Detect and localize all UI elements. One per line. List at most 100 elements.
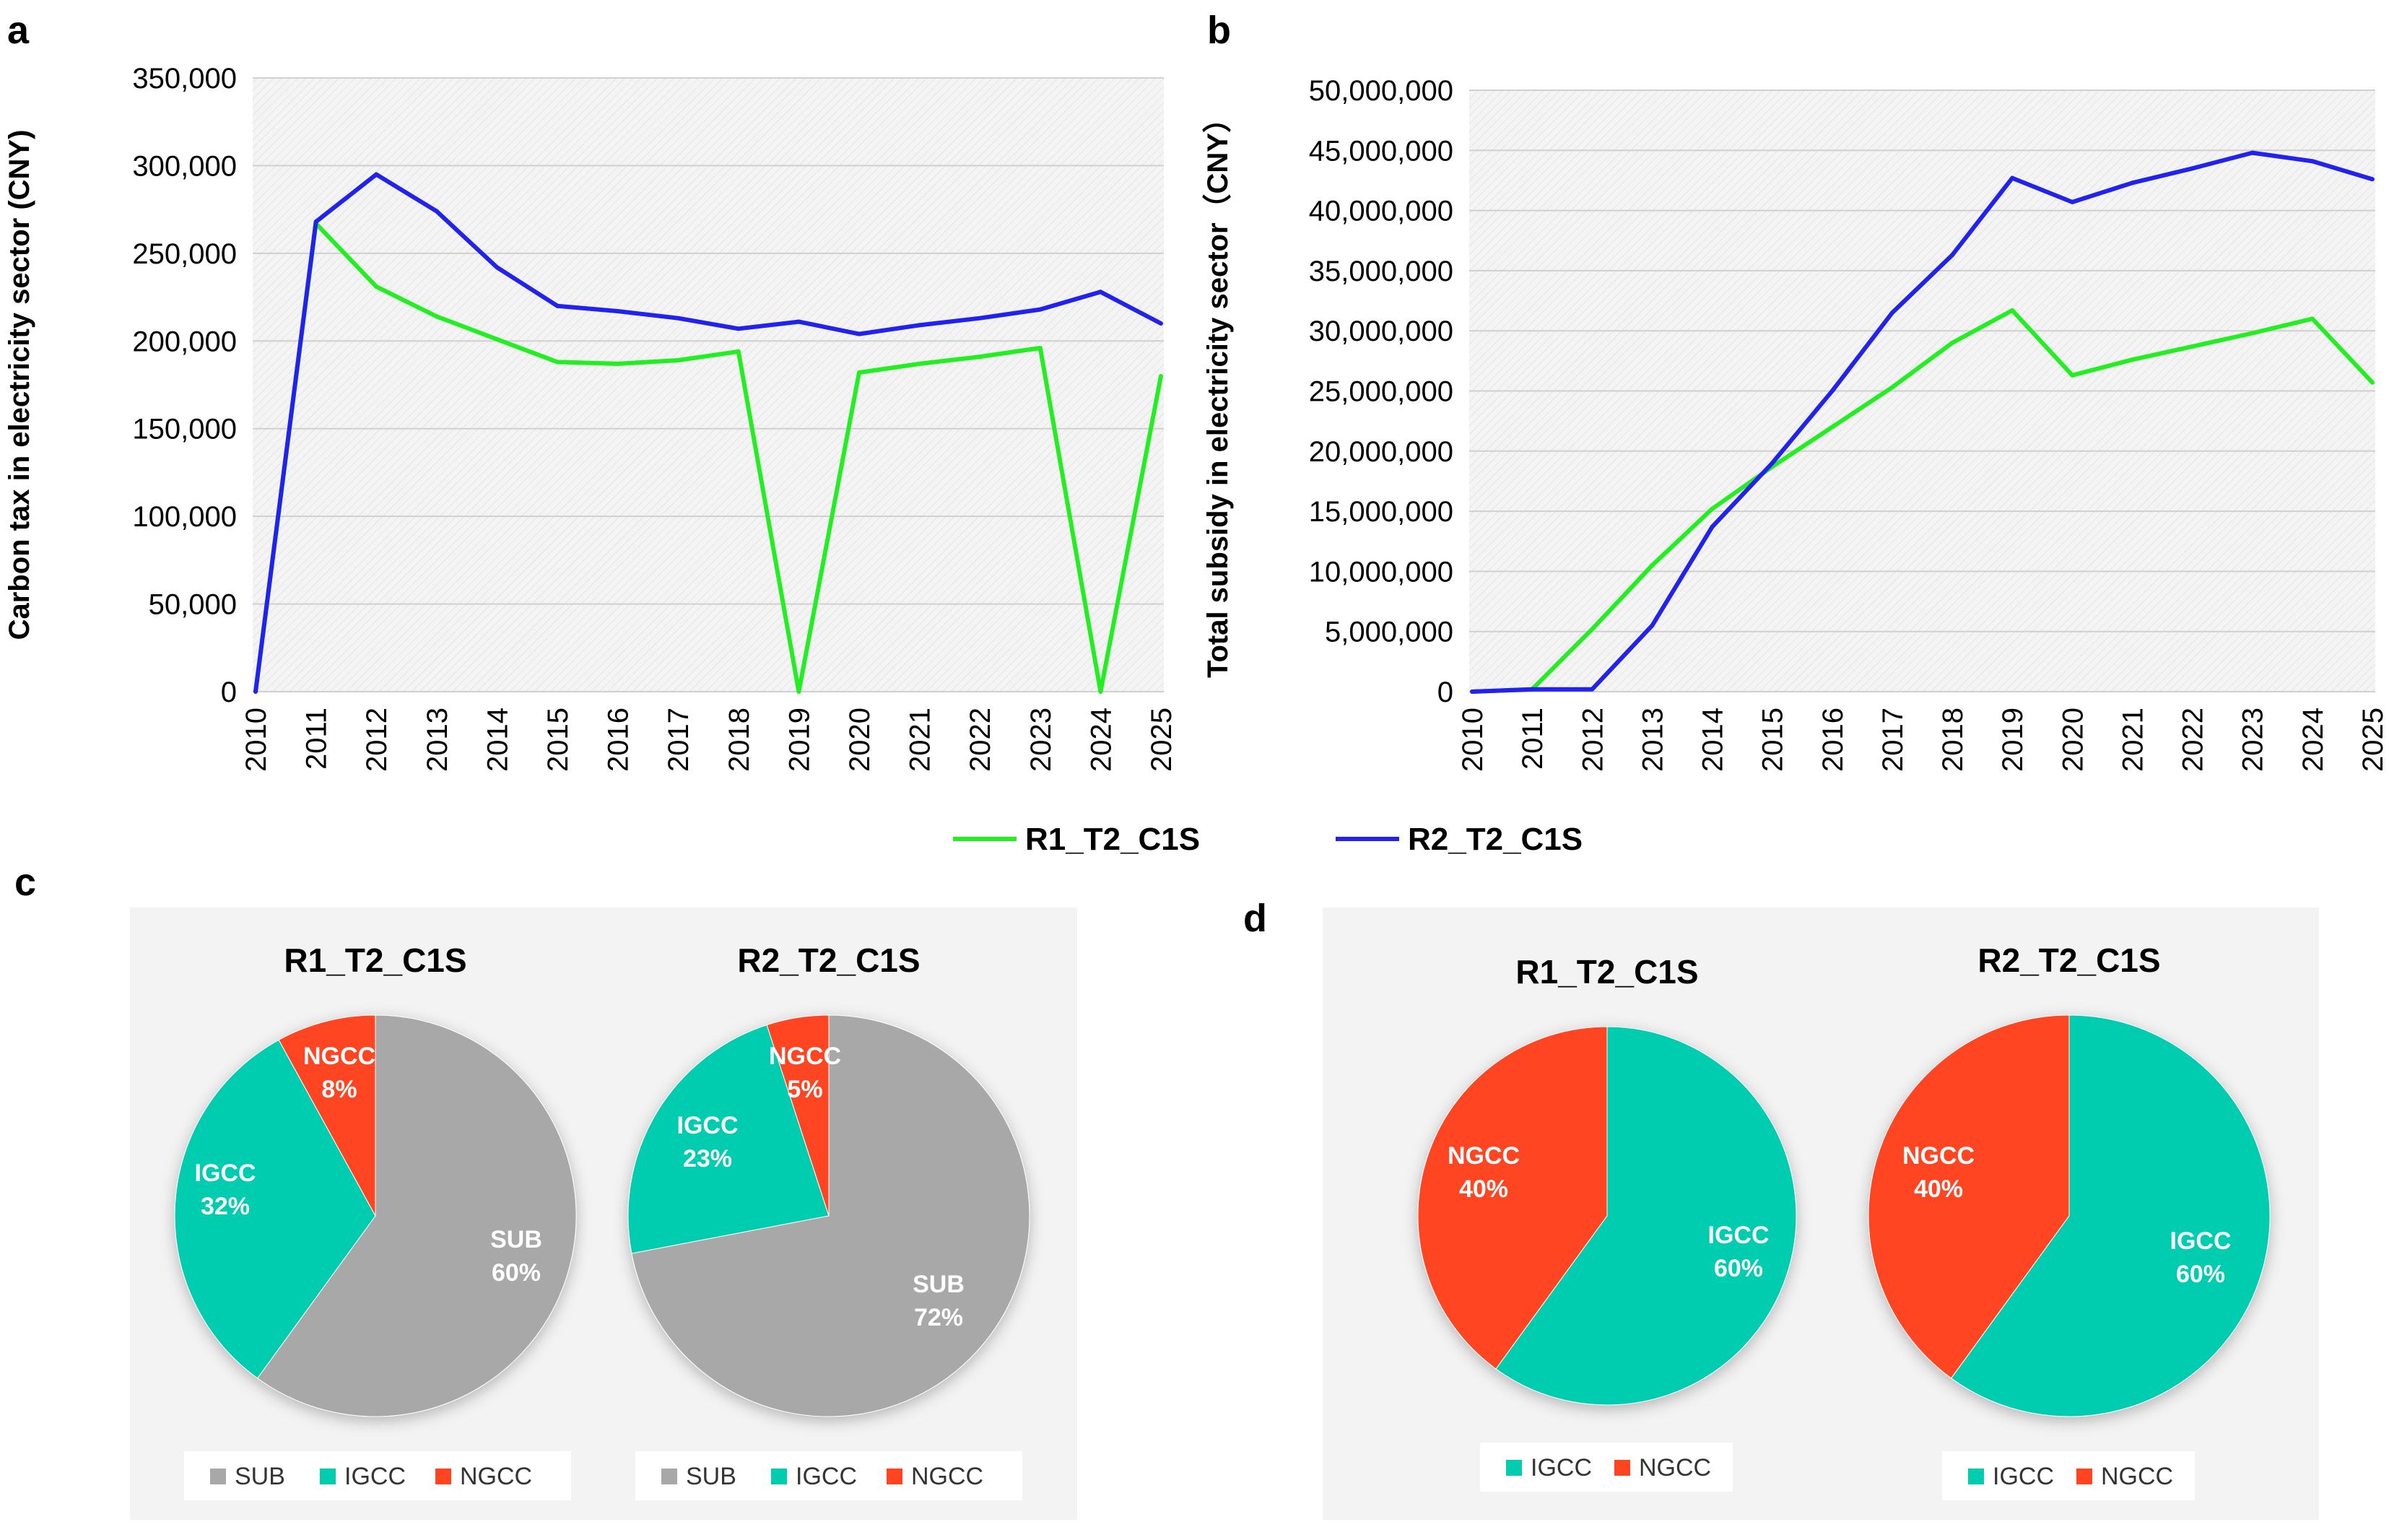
legend-swatch-IGCC (1506, 1460, 1522, 1476)
slice-pct-NGCC: 40% (1459, 1175, 1508, 1203)
data-point-R2_T2_C1S (1037, 307, 1043, 312)
legend-label-NGCC: NGCC (911, 1463, 983, 1490)
y-tick-label: 0 (221, 677, 237, 708)
x-tick-label: 2012 (1577, 708, 1609, 772)
x-tick-label: 2011 (1517, 708, 1549, 770)
data-point-R1_T2_C1S (917, 361, 922, 366)
slice-label-SUB: SUB (490, 1226, 542, 1253)
panel-letter-a: a (7, 9, 30, 52)
data-point-R2_T2_C1S (615, 309, 620, 313)
x-tick-label: 2015 (542, 708, 574, 772)
pie-slice-SUB (256, 1014, 577, 1417)
data-point-R2_T2_C1S (676, 316, 681, 321)
x-tick-label: 2010 (1457, 708, 1489, 772)
data-point-R2_T2_C1S (1829, 388, 1835, 393)
data-point-R2_T2_C1S (555, 303, 560, 308)
pie-group (1417, 1026, 1797, 1406)
x-tick-label: 2023 (1025, 708, 1057, 772)
pie-slice-NGCC (1417, 1026, 1608, 1370)
data-point-R2_T2_C1S (1470, 689, 1474, 694)
data-point-R2_T2_C1S (1650, 623, 1655, 628)
pie-slice-NGCC (766, 1014, 830, 1217)
y-tick-label: 25,000,000 (1309, 376, 1453, 408)
slice-pct-SUB: 72% (914, 1304, 963, 1331)
x-tick-label: 2014 (1697, 708, 1729, 772)
series-line-R2_T2_C1S (1471, 150, 2373, 694)
x-tick-label: 2013 (1637, 708, 1668, 772)
data-point-R1_T2_C1S (2070, 373, 2075, 378)
data-point-R2_T2_C1S (1530, 687, 1535, 692)
y-tick-label: 5,000,000 (1325, 617, 1453, 648)
data-point-R1_T2_C1S (1950, 340, 1955, 345)
x-tick-label: 2016 (1817, 708, 1849, 772)
x-tick-label: 2013 (422, 708, 453, 772)
y-tick-label: 50,000 (149, 589, 237, 621)
slice-label-NGCC: NGCC (1448, 1142, 1520, 1170)
x-tick-label: 2019 (783, 708, 815, 772)
x-tick-label: 2017 (1877, 708, 1909, 772)
legend-label-IGCC: IGCC (796, 1463, 857, 1490)
data-point-R1_T2_C1S (1037, 346, 1043, 350)
data-point-R1_T2_C1S (615, 361, 620, 366)
data-point-R2_T2_C1S (2070, 199, 2075, 204)
x-tick-label: 2022 (2177, 708, 2209, 772)
data-point-R2_T2_C1S (253, 689, 258, 694)
slice-pct-IGCC: 32% (201, 1193, 250, 1220)
x-tick-label: 2011 (301, 708, 333, 770)
legend-label-IGCC: IGCC (344, 1463, 406, 1490)
data-point-R1_T2_C1S (2010, 308, 2015, 313)
data-point-R1_T2_C1S (1889, 385, 1894, 390)
pie-group (1868, 1014, 2271, 1417)
x-tick-label: 2014 (482, 708, 513, 772)
legend-swatch-IGCC (320, 1469, 336, 1484)
x-tick-label: 2021 (2117, 708, 2149, 772)
x-tick-label: 2016 (603, 708, 635, 772)
data-point-R1_T2_C1S (2130, 357, 2135, 362)
panel-letter-c: c (14, 861, 36, 904)
legend-swatch-IGCC (771, 1469, 787, 1484)
y-tick-label: 150,000 (132, 414, 237, 445)
legend-label-R1_T2_C1S: R1_T2_C1S (1025, 822, 1200, 857)
panel-letter-b: b (1207, 9, 1231, 52)
x-tick-label: 2025 (1146, 708, 1178, 772)
data-point-R2_T2_C1S (495, 265, 500, 270)
legend-label-NGCC: NGCC (1639, 1454, 1711, 1482)
legend-label-NGCC: NGCC (460, 1463, 532, 1490)
x-tick-label: 2010 (240, 708, 272, 772)
subsidy-line-chart: 0 5,000,000 10,000,000 15,000,000 20,000,000… (1202, 75, 2389, 772)
y-tick-label: 35,000,000 (1309, 256, 1453, 287)
slice-label-IGCC: IGCC (677, 1112, 739, 1139)
slice-pct-NGCC: 5% (787, 1076, 822, 1103)
slice-pct-NGCC: 8% (321, 1076, 357, 1103)
x-tick-label: 2022 (965, 708, 996, 772)
x-tick-label: 2020 (844, 708, 876, 772)
y-axis-title: Total subsidy in electricity sector（CNY） (1202, 104, 1234, 678)
slice-pct-SUB: 60% (492, 1259, 541, 1287)
y-tick-label: 50,000,000 (1309, 75, 1453, 107)
series-legend: R1_T2_C1S R2_T2_C1S (953, 822, 1583, 857)
data-point-R1_T2_C1S (857, 370, 861, 375)
data-point-R1_T2_C1S (1650, 563, 1655, 568)
pie-slice-IGCC (627, 1024, 830, 1254)
x-tick-label: 2025 (2357, 708, 2389, 772)
pie-legend-box (1942, 1451, 2195, 1500)
pie-title: R1_T2_C1S (284, 941, 466, 979)
capacity-mix-pies-d: R1_T2_C1S IGCC 60% NGCC 40% IGCC NGCC R2_T2_C1S… (1323, 908, 2319, 1520)
y-axis-title: Carbon tax in electricity sector (CNY) (4, 130, 35, 640)
data-point-R1_T2_C1S (495, 336, 500, 342)
y-tick-label: 100,000 (132, 501, 237, 533)
legend-label-SUB: SUB (686, 1463, 736, 1490)
pie-legend-box (635, 1451, 1022, 1500)
series-line-R1_T2_C1S (1471, 308, 2375, 694)
y-tick-label: 45,000,000 (1309, 135, 1453, 167)
y-tick-label: 200,000 (132, 326, 237, 357)
legend-label-NGCC: NGCC (2101, 1463, 2173, 1490)
slice-label-NGCC: NGCC (769, 1043, 841, 1070)
slice-label-NGCC: NGCC (1902, 1142, 1975, 1170)
pie-slice-IGCC (1950, 1014, 2271, 1417)
data-point-R1_T2_C1S (434, 314, 439, 319)
x-tick-label: 2023 (2237, 708, 2269, 772)
data-point-R2_T2_C1S (2250, 150, 2255, 155)
data-point-R2_T2_C1S (2130, 180, 2135, 186)
data-point-R1_T2_C1S (2370, 380, 2375, 385)
